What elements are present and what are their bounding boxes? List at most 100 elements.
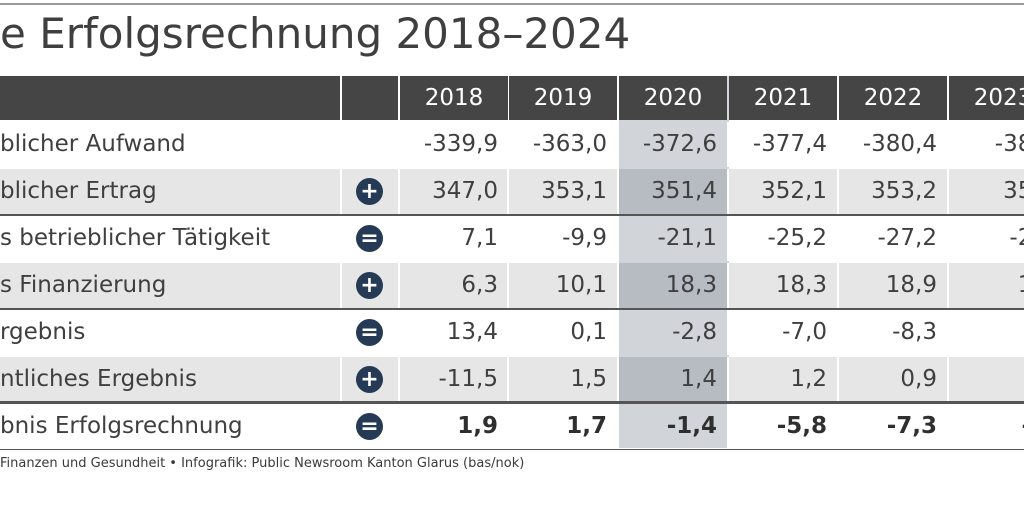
column-separator [837,357,839,402]
value-cell: 0,1 [570,319,607,345]
column-separator [507,216,509,261]
column-separator [727,169,729,214]
value-cell: 18,9 [885,272,937,298]
column-separator [340,357,342,402]
header-operator-cell [342,76,398,120]
value-cell: 1,9 [457,413,498,439]
column-separator [727,404,729,449]
table-row: rgebnis = 13,4 0,1 -2,8 -7,0 -8,3 -9 [0,310,1024,355]
value-cell: 0 [947,357,1024,402]
table-row: blicher Aufwand -339,9 -363,0 -372,6 -377,4 -… [0,122,1024,167]
column-separator [398,357,400,402]
value-cell: 351,4 [651,178,717,204]
value-cell: 1,5 [570,366,607,392]
year-header: 2023 [949,76,1024,120]
column-separator [837,310,839,355]
equals-icon: = [356,319,383,346]
row-background [0,263,1024,308]
row-highlight [619,169,729,214]
column-separator [340,310,342,355]
value-cell: 7,1 [461,225,498,251]
value-cell: 1,4 [680,366,717,392]
value-cell: 10,1 [555,272,607,298]
value-cell: -27,2 [877,225,937,251]
column-separator [837,169,839,214]
value-cell: -8 [947,404,1024,449]
column-separator [507,263,509,308]
column-separator [617,357,619,402]
value-cell: 352,1 [761,178,827,204]
row-background [0,357,1024,402]
plus-icon: + [356,178,383,205]
column-separator [947,169,949,214]
column-separator [340,169,342,214]
value-cell: 353,2 [871,178,937,204]
column-separator [340,263,342,308]
value-cell: -7,3 [886,413,937,439]
value-cell: 0,9 [900,366,937,392]
column-separator [947,216,949,261]
column-separator [507,310,509,355]
value-cell: -5,8 [776,413,827,439]
table-header: 201820192020202120222023 [0,76,1024,120]
table-row: s betrieblicher Tätigkeit = 7,1 -9,9 -21,1 -2… [0,216,1024,261]
table-row: blicher Ertrag +347,0 353,1 351,4 352,1 353,2… [0,169,1024,214]
row-label: blicher Ertrag [0,178,157,204]
value-cell: 1,2 [790,366,827,392]
value-cell: 18 [947,263,1024,308]
column-separator [727,357,729,402]
row-background [0,169,1024,214]
table-row: ntliches Ergebnis + -11,5 1,5 1,4 1,2 0,9 0 [0,357,1024,402]
value-cell: -363,0 [532,131,607,157]
row-label: s betrieblicher Tätigkeit [0,225,271,251]
year-header: 2018 [400,76,508,120]
column-separator [617,310,619,355]
row-label: rgebnis [0,319,86,345]
column-separator [340,216,342,261]
plus-icon: + [356,366,383,393]
value-cell: -380,4 [862,131,937,157]
column-separator [398,263,400,308]
column-separator [340,122,342,167]
value-cell: -377,4 [752,131,827,157]
value-cell: -339,9 [423,131,498,157]
column-separator [398,122,400,167]
year-header: 2019 [509,76,617,120]
value-cell: -7,0 [782,319,827,345]
column-separator [617,263,619,308]
row-label: blicher Aufwand [0,131,186,157]
source-footer: Finanzen und Gesundheit • Infografik: Pu… [0,456,525,471]
value-cell: -8,3 [892,319,937,345]
value-cell: -2,8 [672,319,717,345]
equals-icon: = [356,225,383,252]
row-divider [0,401,1024,404]
column-separator [617,169,619,214]
value-cell: 13,4 [446,319,498,345]
column-separator [727,310,729,355]
column-separator [507,169,509,214]
table-grid: 201820192020202120222023 blicher Aufwand… [0,76,1024,450]
row-highlight [619,357,729,402]
plus-icon: + [356,272,383,299]
table-row: bnis Erfolgsrechnung = 1,9 1,7 -1,4 -5,8 -7,3-… [0,404,1024,449]
column-separator [947,404,949,449]
column-separator [837,404,839,449]
row-divider [0,449,1024,450]
column-separator [727,122,729,167]
column-separator [837,122,839,167]
value-cell: -9 [947,310,1024,355]
column-separator [617,216,619,261]
column-separator [837,263,839,308]
row-highlight [619,263,729,308]
value-cell: -372,6 [642,131,717,157]
header-label-cell [0,76,340,120]
value-cell: 1,7 [566,413,607,439]
row-divider [0,214,1024,216]
year-header: 2021 [729,76,837,120]
column-separator [727,263,729,308]
column-separator [947,263,949,308]
column-separator [947,122,949,167]
column-separator [398,169,400,214]
value-cell: 6,3 [461,272,498,298]
column-separator [947,357,949,402]
